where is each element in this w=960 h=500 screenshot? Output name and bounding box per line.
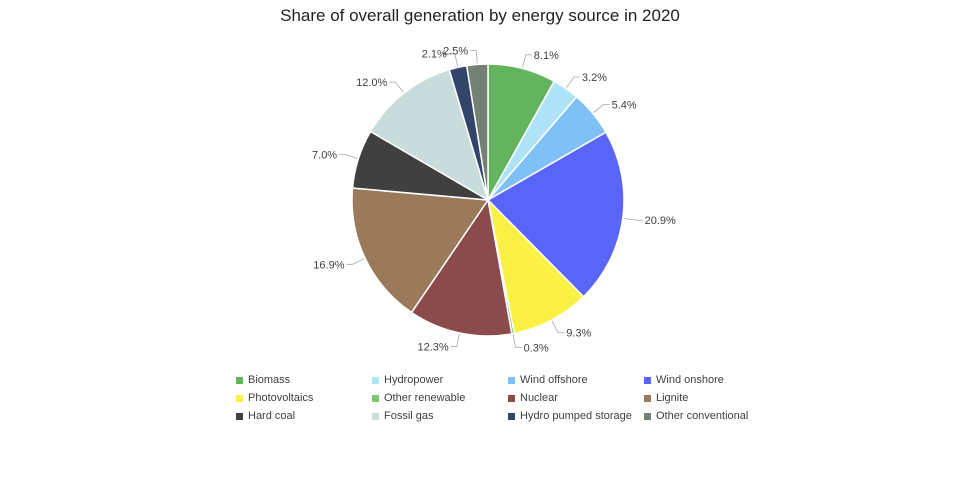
data-label-other-conventional: 2.5% — [443, 46, 468, 58]
data-label-biomass: 8.1% — [534, 50, 559, 62]
legend-swatch-lignite — [644, 394, 651, 402]
pie-slice-photovoltaics — [486, 197, 585, 335]
leader-line-hard-coal — [339, 154, 358, 159]
pie-slice-wind-onshore — [486, 131, 625, 298]
legend-swatch-fossil-gas — [372, 412, 379, 420]
data-label-hydropower: 3.2% — [582, 72, 607, 84]
legend-item-fossil-gas: Fossil gas — [372, 410, 508, 422]
legend-item-other-renewable: Other renewable — [372, 392, 508, 404]
legend-swatch-hydro-pumped-storage — [508, 412, 515, 420]
data-label-nuclear: 12.3% — [417, 342, 448, 354]
data-label-photovoltaics: 9.3% — [566, 328, 591, 340]
pie-slice-other-conventional — [465, 63, 489, 201]
legend-item-other-conventional: Other conventional — [644, 410, 774, 422]
leader-line-biomass — [522, 54, 532, 68]
legend-item-lignite: Lignite — [644, 392, 774, 404]
pie-slice-nuclear — [410, 198, 513, 337]
legend-label-photovoltaics: Photovoltaics — [248, 392, 314, 404]
legend: Biomass Hydropower Wind offshore Wind onsho… — [236, 374, 756, 422]
leader-line-lignite — [346, 258, 365, 265]
legend-label-lignite: Lignite — [656, 392, 689, 404]
legend-label-other-conventional: Other conventional — [656, 410, 749, 422]
leader-line-wind-offshore — [593, 104, 610, 114]
legend-swatch-nuclear — [508, 394, 515, 402]
leader-line-other-renewable — [512, 334, 522, 348]
legend-swatch-wind-offshore — [508, 376, 515, 384]
pie-slice-lignite — [351, 187, 490, 314]
legend-label-hydro-pumped-storage: Hydro pumped storage — [520, 410, 632, 422]
data-label-hard-coal: 7.0% — [312, 150, 337, 162]
chart-title: Share of overall generation by energy so… — [280, 6, 680, 25]
legend-item-hard-coal: Hard coal — [236, 410, 372, 422]
data-label-wind-offshore: 5.4% — [612, 99, 637, 111]
legend-swatch-wind-onshore — [644, 376, 651, 384]
legend-item-hydro-pumped-storage: Hydro pumped storage — [508, 410, 644, 422]
leader-line-hydropower — [566, 76, 580, 88]
legend-label-nuclear: Nuclear — [520, 392, 558, 404]
legend-label-hydropower: Hydropower — [384, 374, 444, 386]
leader-line-fossil-gas — [389, 81, 404, 93]
legend-label-wind-offshore: Wind offshore — [520, 374, 588, 386]
leader-line-wind-onshore — [623, 218, 643, 221]
legend-swatch-hydropower — [372, 376, 379, 384]
legend-item-wind-onshore: Wind onshore — [644, 374, 774, 386]
legend-item-photovoltaics: Photovoltaics — [236, 392, 372, 404]
leader-line-nuclear — [450, 333, 460, 348]
legend-item-biomass: Biomass — [236, 374, 372, 386]
legend-swatch-other-conventional — [644, 412, 651, 420]
legend-swatch-biomass — [236, 376, 243, 384]
legend-label-other-renewable: Other renewable — [384, 392, 466, 404]
legend-swatch-photovoltaics — [236, 394, 243, 402]
data-label-lignite: 16.9% — [313, 259, 344, 271]
legend-label-biomass: Biomass — [248, 374, 291, 386]
leader-line-hydro-pumped-storage — [448, 53, 459, 67]
pie-chart: 8.1% 3.2% 5.4% 20.9% 9.3% 0.3% 12.3% 16.9% 7.0% 1… — [312, 46, 676, 355]
legend-swatch-hard-coal — [236, 412, 243, 420]
legend-label-wind-onshore: Wind onshore — [656, 374, 724, 386]
leader-line-photovoltaics — [551, 320, 565, 334]
data-label-other-renewable: 0.3% — [524, 342, 549, 354]
legend-item-hydropower: Hydropower — [372, 374, 508, 386]
data-label-fossil-gas: 12.0% — [356, 77, 387, 89]
data-label-hydro-pumped-storage: 2.1% — [422, 49, 447, 61]
legend-label-fossil-gas: Fossil gas — [384, 410, 434, 422]
legend-item-nuclear: Nuclear — [508, 392, 644, 404]
leader-line-other-conventional — [470, 50, 478, 64]
legend-label-hard-coal: Hard coal — [248, 410, 296, 422]
legend-swatch-other-renewable — [372, 394, 379, 402]
legend-item-wind-offshore: Wind offshore — [508, 374, 644, 386]
data-label-wind-onshore: 20.9% — [645, 215, 676, 227]
